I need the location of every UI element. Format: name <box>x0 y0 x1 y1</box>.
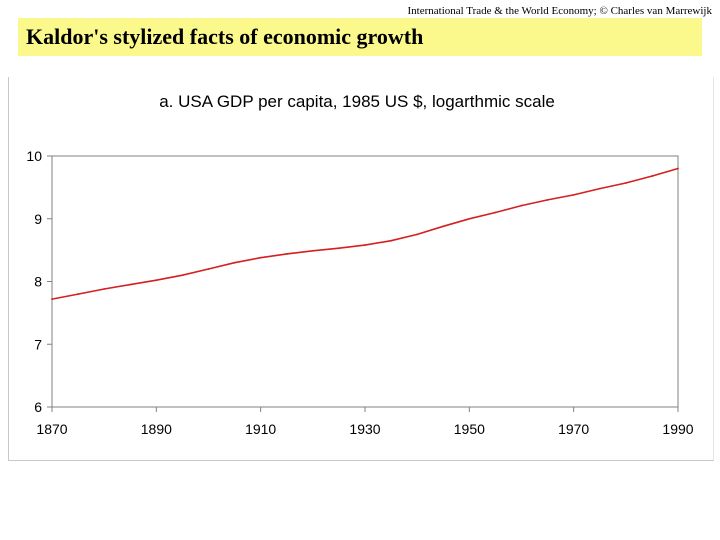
data-point <box>338 247 340 250</box>
x-tick-label: 1970 <box>558 421 589 437</box>
data-point <box>416 233 419 236</box>
x-tick-label: 1950 <box>454 421 485 437</box>
data-point <box>259 256 262 259</box>
series-line <box>51 167 679 300</box>
data-point <box>77 293 79 295</box>
data-point <box>364 244 366 247</box>
data-point <box>285 252 288 255</box>
y-tick-label: 6 <box>34 399 42 415</box>
data-point <box>103 288 106 290</box>
chart-frame <box>8 77 714 461</box>
data-point <box>651 175 653 177</box>
data-point <box>546 199 549 201</box>
data-point <box>129 283 132 286</box>
chart-title: a. USA GDP per capita, 1985 US $, logart… <box>159 92 555 111</box>
chart-ticks: 10 9 8 7 6 1870 1890 1910 1930 1950 1970 1990 <box>26 148 693 437</box>
data-point <box>442 225 445 228</box>
title-band: Kaldor's stylized facts of economic grow… <box>18 18 702 56</box>
data-point <box>468 217 471 220</box>
data-point <box>207 268 210 270</box>
data-point <box>624 182 627 184</box>
x-tick-label: 1910 <box>245 421 276 437</box>
data-point <box>311 249 314 252</box>
y-tick-label: 10 <box>26 148 42 164</box>
slide-title: Kaldor's stylized facts of economic grow… <box>26 24 424 49</box>
x-tick-label: 1890 <box>141 421 172 437</box>
data-point <box>520 204 523 207</box>
data-point <box>598 187 601 190</box>
data-point <box>155 279 158 282</box>
chart-series <box>51 167 679 300</box>
x-tick-label: 1870 <box>36 421 67 437</box>
data-point <box>677 167 679 170</box>
data-point <box>51 298 53 300</box>
copyright-notice: International Trade & the World Economy;… <box>407 5 712 17</box>
data-point <box>181 274 184 277</box>
y-tick-label: 8 <box>34 274 42 290</box>
y-tick-label: 7 <box>34 336 42 352</box>
data-point <box>390 239 392 242</box>
data-point <box>233 261 236 264</box>
data-point <box>494 211 497 214</box>
x-tick-label: 1930 <box>349 421 380 437</box>
data-point <box>572 194 575 196</box>
x-tick-label: 1990 <box>662 421 693 437</box>
y-tick-label: 9 <box>34 211 42 227</box>
